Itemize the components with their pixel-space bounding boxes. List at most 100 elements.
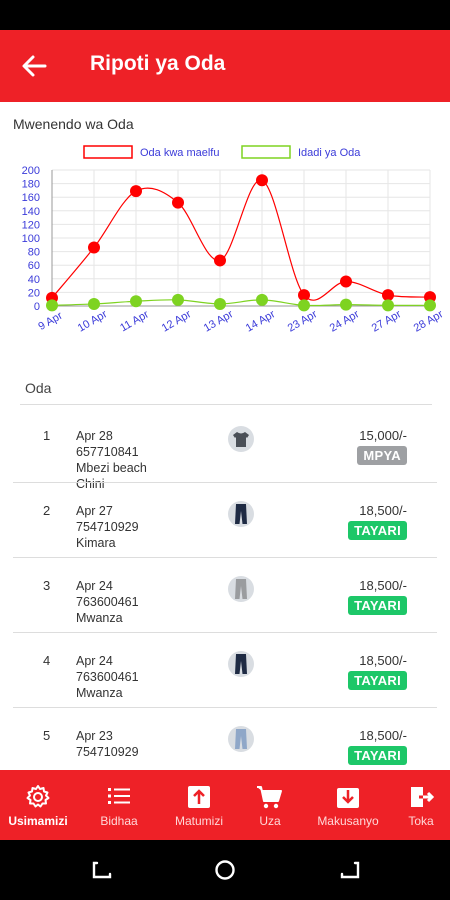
bottom-navigation: Usimamizi Bidhaa Matumizi Uza Makusanyo Toka xyxy=(0,770,450,840)
legend-label: Oda kwa maelfu xyxy=(140,147,219,159)
nav-item-toka[interactable]: Toka xyxy=(392,770,450,840)
nav-item-matumizi[interactable]: Matumizi xyxy=(162,770,236,840)
order-price: 18,500/- xyxy=(359,728,407,743)
order-location: Mwanza xyxy=(76,686,123,700)
x-tick-label: 24 Apr xyxy=(328,308,362,334)
nav-item-usimamizi[interactable]: Usimamizi xyxy=(0,770,76,840)
series-line xyxy=(51,299,431,307)
main-content[interactable]: Mwenendo wa Oda 0 20 40 60 80 100 120 140 160 180… xyxy=(0,102,450,770)
y-tick-label: 80 xyxy=(28,247,40,259)
order-price: 18,500/- xyxy=(359,578,407,593)
product-thumbnail xyxy=(228,651,254,677)
status-badge: TAYARI xyxy=(348,746,407,765)
data-point xyxy=(214,297,226,310)
home-icon[interactable] xyxy=(213,858,237,882)
order-row[interactable]: 3 Apr 24 763600461 Mwanza 18,500/- TAYARI xyxy=(13,558,437,633)
x-tick-label: 14 Apr xyxy=(244,308,278,334)
x-tick-label: 27 Apr xyxy=(370,308,404,334)
x-tick-label: 10 Apr xyxy=(76,308,110,334)
logout-icon xyxy=(408,784,435,813)
jeans-icon xyxy=(235,654,247,674)
legend-label: Idadi ya Oda xyxy=(298,147,361,159)
order-number: 2 xyxy=(43,503,51,518)
x-tick-label: 28 Apr xyxy=(412,308,446,334)
order-info: Apr 23 754710929 xyxy=(76,728,216,760)
order-location: Mwanza xyxy=(76,611,123,625)
order-info: Apr 24 763600461 Mwanza xyxy=(76,578,216,626)
product-thumbnail xyxy=(228,426,254,452)
x-tick-label: 9 Apr xyxy=(36,310,65,333)
upload-icon xyxy=(186,784,212,813)
nav-item-makusanyo[interactable]: Makusanyo xyxy=(304,770,392,840)
order-row[interactable]: 5 Apr 23 754710929 18,500/- TAYARI xyxy=(13,708,437,770)
x-tick-label: 12 Apr xyxy=(160,308,194,334)
nav-item-label: Makusanyo xyxy=(317,814,379,828)
back-nav-icon[interactable] xyxy=(338,858,362,882)
app-bar: Ripoti ya Oda xyxy=(0,30,450,102)
y-tick-label: 40 xyxy=(28,274,40,286)
jeans-icon xyxy=(235,729,247,749)
status-badge: TAYARI xyxy=(348,671,407,690)
order-info: Apr 28 657710841 Mbezi beach Chini xyxy=(76,428,216,492)
nav-item-bidhaa[interactable]: Bidhaa xyxy=(76,770,162,840)
y-tick-label: 60 xyxy=(28,260,40,272)
y-tick-label: 180 xyxy=(22,179,40,191)
status-badge: MPYA xyxy=(357,446,407,465)
data-point xyxy=(130,185,142,198)
divider xyxy=(13,707,437,708)
order-row[interactable]: 4 Apr 24 763600461 Mwanza 18,500/- TAYARI xyxy=(13,633,437,708)
order-number: 5 xyxy=(43,728,51,743)
order-date: Apr 24 xyxy=(76,654,113,668)
order-price: 18,500/- xyxy=(359,503,407,518)
y-tick-label: 160 xyxy=(22,192,40,204)
order-row[interactable]: 1 Apr 28 657710841 Mbezi beach Chini 15,000/-… xyxy=(13,408,437,491)
chart-title: Mwenendo wa Oda xyxy=(13,116,134,132)
recent-apps-icon[interactable] xyxy=(90,858,114,882)
divider xyxy=(13,632,437,633)
data-point xyxy=(340,298,352,311)
status-bar xyxy=(0,0,450,30)
status-badge: TAYARI xyxy=(348,521,407,540)
download-icon xyxy=(335,784,361,813)
data-point xyxy=(382,299,394,312)
data-point xyxy=(382,289,394,302)
data-point xyxy=(424,299,436,312)
product-thumbnail xyxy=(228,501,254,527)
arrow-left-icon xyxy=(22,55,47,77)
x-tick-label: 11 Apr xyxy=(118,308,151,334)
divider xyxy=(20,404,432,405)
order-number: 4 xyxy=(43,653,51,668)
order-number: 3 xyxy=(43,578,51,593)
data-point xyxy=(298,289,310,302)
order-date: Apr 23 xyxy=(76,729,113,743)
nav-item-label: Toka xyxy=(408,814,434,828)
order-phone: 763600461 xyxy=(76,595,139,609)
order-price: 18,500/- xyxy=(359,653,407,668)
page-title: Ripoti ya Oda xyxy=(90,52,226,75)
nav-item-label: Usimamizi xyxy=(8,814,68,828)
y-tick-label: 20 xyxy=(28,287,40,299)
jeans-icon xyxy=(235,504,247,524)
nav-item-label: Matumizi xyxy=(174,814,223,828)
gear-icon xyxy=(25,784,51,813)
jeans-icon xyxy=(235,579,247,599)
order-row[interactable]: 2 Apr 27 754710929 Kimara 18,500/- TAYARI xyxy=(13,483,437,558)
data-point xyxy=(256,293,268,306)
data-point xyxy=(172,196,184,209)
data-point xyxy=(46,299,58,312)
y-tick-label: 140 xyxy=(22,206,40,218)
nav-item-uza[interactable]: Uza xyxy=(236,770,304,840)
order-location: Kimara xyxy=(76,536,116,550)
product-thumbnail xyxy=(228,576,254,602)
y-tick-label: 120 xyxy=(22,219,40,231)
orders-header: Oda xyxy=(25,380,52,396)
order-date: Apr 28 xyxy=(76,429,113,443)
order-phone: 754710929 xyxy=(76,745,139,759)
y-tick-label: 0 xyxy=(34,301,40,313)
back-button[interactable] xyxy=(14,48,54,84)
divider xyxy=(13,557,437,558)
data-point xyxy=(298,299,310,312)
order-location: Mbezi beach xyxy=(76,461,147,475)
order-info: Apr 27 754710929 Kimara xyxy=(76,503,216,551)
order-number: 1 xyxy=(43,428,51,443)
